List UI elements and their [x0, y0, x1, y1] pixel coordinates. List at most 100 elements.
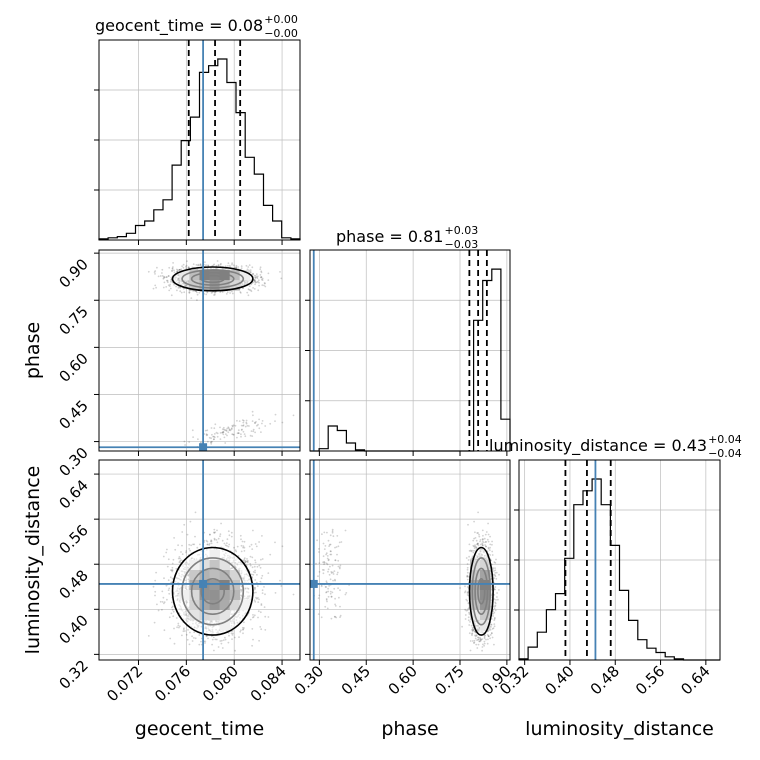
sample-point [163, 281, 166, 284]
sample-point [227, 427, 230, 430]
sample-point [281, 545, 284, 548]
sample-point [179, 287, 182, 289]
sample-point [165, 551, 168, 554]
sample-point [172, 615, 175, 618]
sample-point [153, 621, 156, 624]
sample-point [176, 269, 179, 272]
sample-point [231, 262, 234, 265]
sample-point [171, 608, 174, 611]
sample-point [253, 614, 256, 617]
sample-point [214, 638, 217, 641]
sample-point [213, 263, 216, 266]
sample-point [221, 428, 224, 431]
sample-point [267, 572, 270, 574]
sample-point [200, 640, 202, 643]
sample-point [188, 643, 191, 646]
sample-point [170, 294, 173, 297]
sample-point [264, 285, 267, 288]
sample-point [280, 585, 283, 587]
sample-point [258, 639, 260, 642]
sample-point [226, 545, 228, 547]
sample-point [245, 419, 248, 422]
sample-point [240, 267, 243, 269]
sample-point [252, 430, 255, 433]
sample-point [251, 628, 254, 630]
sample-point [248, 545, 251, 548]
sample-point [215, 431, 218, 434]
sample-point [172, 262, 175, 264]
sample-point [221, 647, 224, 649]
sample-point [176, 626, 179, 629]
sample-point [249, 434, 252, 437]
sample-point [212, 636, 215, 639]
sample-point [182, 630, 185, 633]
sample-point [213, 435, 215, 438]
sample-point [251, 644, 254, 647]
sample-point [259, 276, 262, 279]
sample-point [180, 268, 183, 271]
sample-point [232, 424, 235, 427]
sample-point [245, 264, 248, 267]
sample-point [231, 425, 234, 428]
sample-point [257, 280, 259, 283]
sample-point [222, 431, 225, 434]
sample-point [195, 290, 198, 292]
sample-point [250, 573, 253, 576]
sample-point [213, 649, 215, 652]
sample-point [257, 601, 260, 603]
sample-point [237, 429, 240, 432]
sample-point [241, 540, 244, 543]
sample-point [263, 606, 266, 608]
sample-point [180, 551, 182, 553]
sample-point [221, 291, 224, 293]
sample-point [228, 634, 230, 637]
sample-point [194, 511, 197, 514]
sample-point [162, 555, 165, 558]
sample-point [225, 429, 228, 431]
sample-point [192, 436, 195, 438]
sample-point [173, 642, 176, 645]
sample-point [211, 638, 214, 641]
sample-point [261, 277, 264, 280]
sample-point [162, 277, 165, 280]
sample-point [174, 548, 177, 551]
sample-point [225, 430, 228, 432]
sample-point [252, 414, 254, 417]
sample-point [219, 263, 222, 266]
sample-point [185, 265, 187, 268]
sample-point [239, 630, 242, 633]
sample-point [246, 560, 249, 563]
sample-point [162, 286, 165, 289]
sample-point [240, 435, 242, 438]
sample-point [246, 291, 249, 294]
sample-point [252, 428, 255, 431]
sample-point [179, 560, 182, 562]
sample-point [206, 540, 209, 543]
sample-point [279, 271, 281, 273]
sample-point [235, 266, 238, 269]
sample-point [239, 291, 242, 293]
sample-point [269, 553, 272, 556]
sample-point [235, 550, 238, 553]
sample-point [186, 638, 189, 641]
sample-point [254, 579, 257, 581]
sample-point [162, 596, 165, 599]
sample-point [253, 288, 256, 290]
sample-point [239, 534, 242, 537]
sample-point [251, 410, 254, 413]
sample-point [213, 537, 216, 540]
sample-point [232, 433, 235, 436]
sample-point [242, 628, 244, 631]
sample-point [226, 538, 229, 541]
sample-point [274, 413, 277, 416]
sample-point [280, 277, 283, 280]
sample-point [185, 551, 187, 554]
sample-point [258, 427, 261, 430]
sample-point [243, 621, 245, 624]
sample-point [221, 431, 224, 434]
sample-point [259, 580, 262, 583]
sample-point [255, 591, 257, 594]
sample-point [166, 279, 169, 282]
sample-point [245, 421, 248, 424]
sample-point [165, 286, 168, 288]
